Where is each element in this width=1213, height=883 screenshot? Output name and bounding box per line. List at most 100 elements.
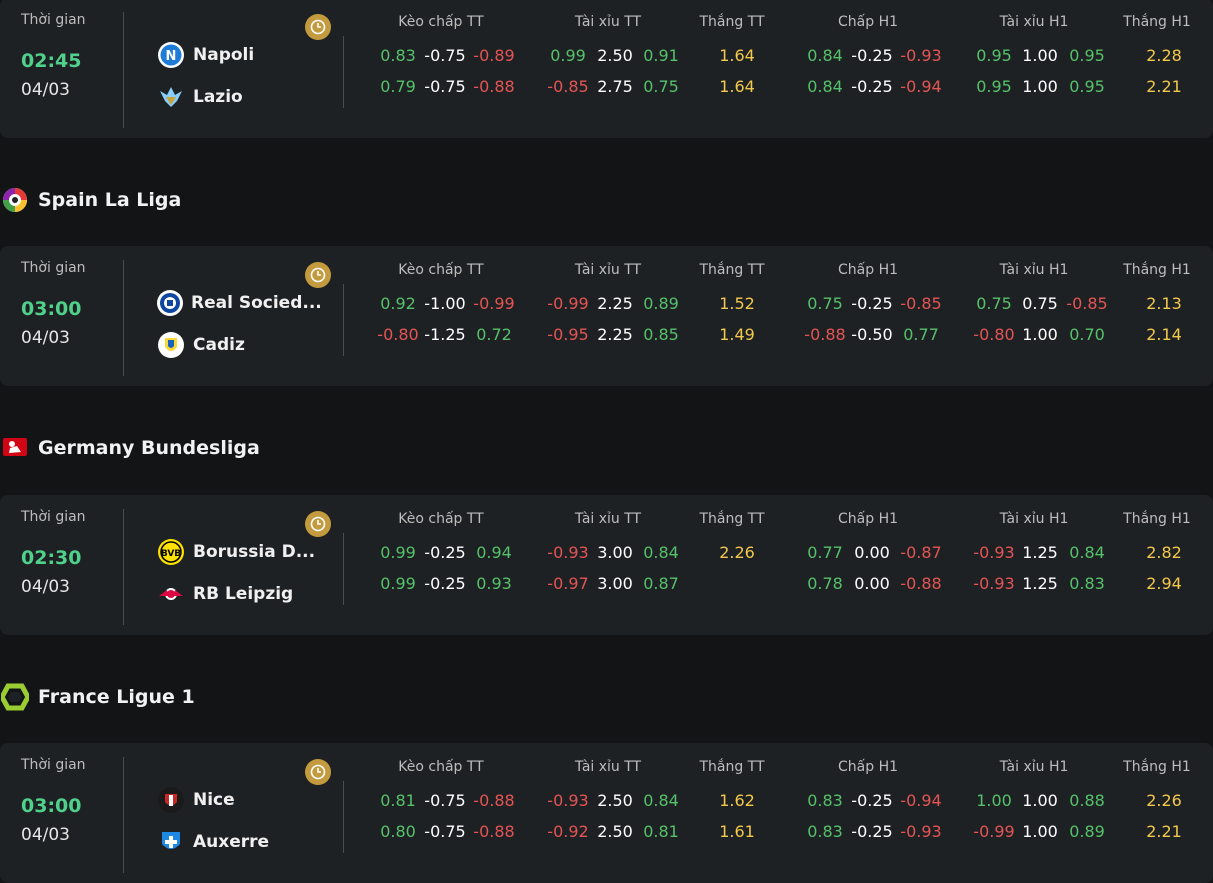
odds-handicap-ft[interactable]: -0.25 <box>424 574 466 593</box>
odds-overunder-ft[interactable]: 2.25 <box>597 325 633 344</box>
home-team[interactable]: N Napoli <box>156 34 316 76</box>
league-header-laliga[interactable]: Spain La Liga <box>0 180 181 220</box>
odds-win-ft[interactable]: 1.62 <box>719 791 755 810</box>
odds-handicap-ft[interactable]: -0.88 <box>473 822 515 841</box>
odds-overunder-h1[interactable]: 1.00 <box>1022 46 1058 65</box>
odds-win-ft[interactable]: 1.64 <box>719 77 755 96</box>
odds-overunder-ft[interactable]: 0.99 <box>550 46 586 65</box>
odds-handicap-h1[interactable]: -0.25 <box>851 46 893 65</box>
odds-handicap-h1[interactable]: -0.94 <box>900 77 942 96</box>
odds-handicap-h1[interactable]: -0.25 <box>851 77 893 96</box>
odds-handicap-h1[interactable]: 0.78 <box>807 574 843 593</box>
odds-handicap-h1[interactable]: -0.88 <box>804 325 846 344</box>
odds-handicap-h1[interactable]: -0.94 <box>900 791 942 810</box>
odds-overunder-ft[interactable]: 2.50 <box>597 46 633 65</box>
odds-handicap-ft[interactable]: -0.88 <box>473 791 515 810</box>
odds-win-ft[interactable]: 1.52 <box>719 294 755 313</box>
odds-overunder-ft[interactable]: 3.00 <box>597 574 633 593</box>
odds-handicap-ft[interactable]: -0.75 <box>424 46 466 65</box>
clock-icon[interactable] <box>305 14 331 40</box>
odds-overunder-ft[interactable]: 0.91 <box>643 46 679 65</box>
odds-win-h1[interactable]: 2.26 <box>1146 791 1182 810</box>
odds-handicap-ft[interactable]: -0.99 <box>473 294 515 313</box>
odds-overunder-h1[interactable]: 0.89 <box>1069 822 1105 841</box>
odds-handicap-h1[interactable]: -0.25 <box>851 822 893 841</box>
odds-handicap-h1[interactable]: 0.00 <box>854 574 890 593</box>
odds-handicap-ft[interactable]: -0.75 <box>424 77 466 96</box>
odds-overunder-h1[interactable]: -0.99 <box>973 822 1015 841</box>
odds-handicap-h1[interactable]: 0.75 <box>807 294 843 313</box>
odds-win-h1[interactable]: 2.94 <box>1146 574 1182 593</box>
odds-handicap-h1[interactable]: 0.00 <box>854 543 890 562</box>
odds-win-h1[interactable]: 2.82 <box>1146 543 1182 562</box>
odds-handicap-ft[interactable]: -1.00 <box>424 294 466 313</box>
odds-overunder-ft[interactable]: 0.81 <box>643 822 679 841</box>
odds-overunder-h1[interactable]: 0.88 <box>1069 791 1105 810</box>
odds-handicap-ft[interactable]: 0.92 <box>380 294 416 313</box>
odds-overunder-h1[interactable]: -0.80 <box>973 325 1015 344</box>
odds-overunder-ft[interactable]: 0.87 <box>643 574 679 593</box>
odds-handicap-ft[interactable]: 0.93 <box>476 574 512 593</box>
odds-overunder-h1[interactable]: 1.00 <box>1022 325 1058 344</box>
odds-overunder-ft[interactable]: 0.84 <box>643 543 679 562</box>
odds-handicap-ft[interactable]: -0.88 <box>473 77 515 96</box>
odds-handicap-ft[interactable]: 0.81 <box>380 791 416 810</box>
odds-handicap-ft[interactable]: 0.80 <box>380 822 416 841</box>
odds-overunder-ft[interactable]: -0.93 <box>547 791 589 810</box>
odds-overunder-ft[interactable]: 2.25 <box>597 294 633 313</box>
match-card-napoli-lazio[interactable]: Thời gian 02:45 04/03 N Napoli Lazio Kèo… <box>0 0 1213 138</box>
odds-overunder-ft[interactable]: -0.93 <box>547 543 589 562</box>
odds-handicap-h1[interactable]: -0.93 <box>900 822 942 841</box>
odds-overunder-h1[interactable]: 0.95 <box>976 46 1012 65</box>
odds-overunder-h1[interactable]: 1.00 <box>976 791 1012 810</box>
odds-win-ft[interactable]: 1.49 <box>719 325 755 344</box>
odds-handicap-h1[interactable]: -0.50 <box>851 325 893 344</box>
odds-overunder-h1[interactable]: -0.85 <box>1066 294 1108 313</box>
odds-handicap-h1[interactable]: 0.77 <box>807 543 843 562</box>
match-card-nice-auxerre[interactable]: Thời gian 03:00 04/03 Nice Auxerre Kèo c… <box>0 743 1213 883</box>
odds-win-h1[interactable]: 2.21 <box>1146 822 1182 841</box>
odds-overunder-ft[interactable]: 0.84 <box>643 791 679 810</box>
odds-handicap-h1[interactable]: -0.25 <box>851 294 893 313</box>
odds-overunder-h1[interactable]: 1.00 <box>1022 77 1058 96</box>
odds-win-h1[interactable]: 2.28 <box>1146 46 1182 65</box>
odds-handicap-h1[interactable]: -0.85 <box>900 294 942 313</box>
odds-overunder-ft[interactable]: 0.75 <box>643 77 679 96</box>
odds-handicap-h1[interactable]: 0.83 <box>807 791 843 810</box>
away-team[interactable]: RB Leipzig <box>156 573 316 615</box>
odds-overunder-ft[interactable]: 3.00 <box>597 543 633 562</box>
odds-handicap-ft[interactable]: -0.80 <box>377 325 419 344</box>
odds-overunder-h1[interactable]: 0.83 <box>1069 574 1105 593</box>
odds-overunder-h1[interactable]: 0.75 <box>976 294 1012 313</box>
odds-handicap-ft[interactable]: -0.75 <box>424 822 466 841</box>
odds-handicap-h1[interactable]: -0.87 <box>900 543 942 562</box>
odds-overunder-ft[interactable]: -0.85 <box>547 77 589 96</box>
odds-overunder-h1[interactable]: -0.93 <box>973 543 1015 562</box>
odds-win-ft[interactable]: 1.64 <box>719 46 755 65</box>
odds-handicap-ft[interactable]: -0.75 <box>424 791 466 810</box>
odds-handicap-h1[interactable]: -0.88 <box>900 574 942 593</box>
odds-win-h1[interactable]: 2.14 <box>1146 325 1182 344</box>
home-team[interactable]: Real Socied... <box>156 282 322 324</box>
clock-icon[interactable] <box>305 262 331 288</box>
odds-handicap-ft[interactable]: -0.89 <box>473 46 515 65</box>
odds-handicap-ft[interactable]: 0.83 <box>380 46 416 65</box>
odds-overunder-h1[interactable]: 1.00 <box>1022 791 1058 810</box>
odds-handicap-h1[interactable]: 0.84 <box>807 46 843 65</box>
odds-handicap-h1[interactable]: 0.84 <box>807 77 843 96</box>
odds-handicap-ft[interactable]: 0.99 <box>380 543 416 562</box>
match-card-sociedad-cadiz[interactable]: Thời gian 03:00 04/03 Real Socied... Cad… <box>0 246 1213 386</box>
odds-win-ft[interactable]: 2.26 <box>719 543 755 562</box>
odds-overunder-h1[interactable]: 0.84 <box>1069 543 1105 562</box>
odds-handicap-ft[interactable]: 0.79 <box>380 77 416 96</box>
odds-handicap-ft[interactable]: -1.25 <box>424 325 466 344</box>
league-header-bundesliga[interactable]: Germany Bundesliga <box>0 428 260 468</box>
away-team[interactable]: Cadiz <box>156 324 316 366</box>
league-header-ligue1[interactable]: France Ligue 1 <box>0 677 195 717</box>
odds-overunder-ft[interactable]: 0.89 <box>643 294 679 313</box>
odds-overunder-ft[interactable]: -0.92 <box>547 822 589 841</box>
home-team[interactable]: Nice <box>156 779 316 821</box>
odds-overunder-h1[interactable]: 0.95 <box>1069 77 1105 96</box>
clock-icon[interactable] <box>305 511 331 537</box>
odds-overunder-ft[interactable]: -0.95 <box>547 325 589 344</box>
